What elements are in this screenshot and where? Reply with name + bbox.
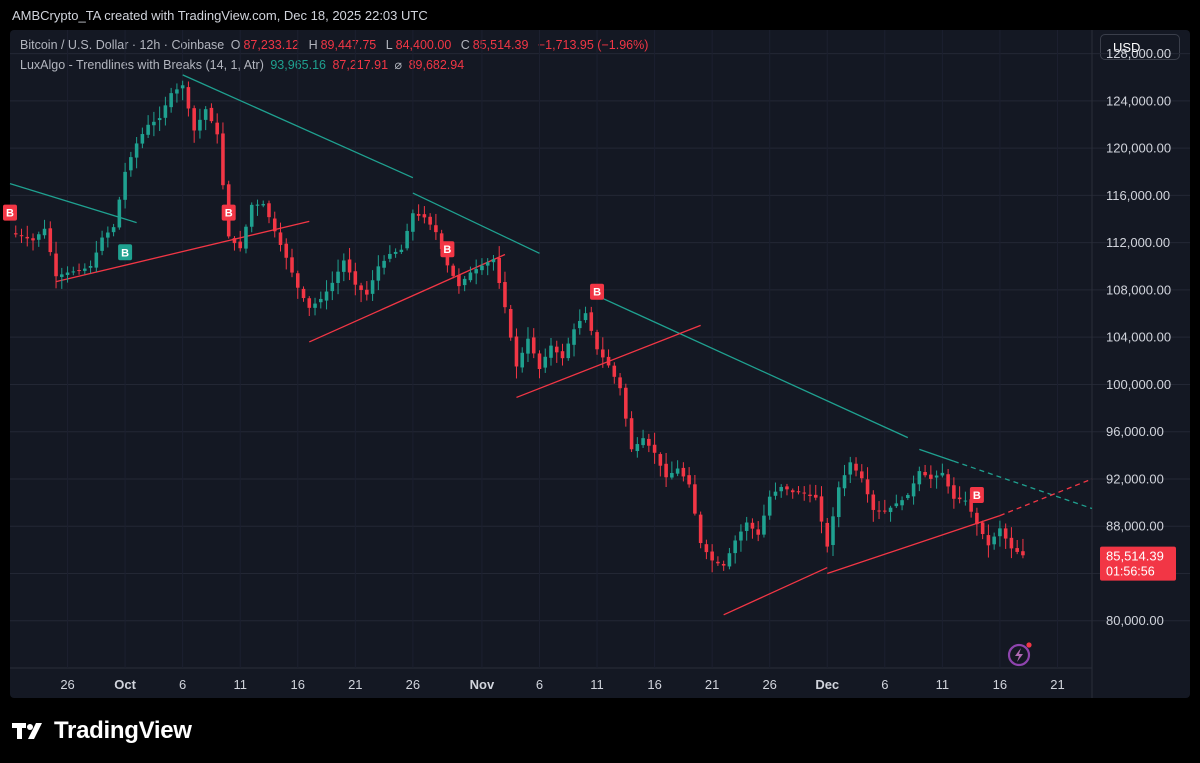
ohlc-low: L 84,400.00	[385, 38, 452, 52]
tradingview-mark-icon	[12, 723, 42, 739]
tradingview-logo[interactable]: TradingView	[12, 716, 192, 746]
price-change: −1,713.95 (−1.96%)	[537, 38, 649, 52]
indicator-name[interactable]: LuxAlgo - Trendlines with Breaks (14, 1,…	[20, 58, 264, 72]
ohlc-high: H 89,447.75	[308, 38, 377, 52]
indicator-legend: LuxAlgo - Trendlines with Breaks (14, 1,…	[20, 57, 467, 72]
currency-button[interactable]: USD	[1100, 34, 1180, 60]
symbol-name[interactable]: Bitcoin / U.S. Dollar · 12h · Coinbase	[20, 38, 225, 52]
tradingview-wordmark: TradingView	[54, 717, 192, 744]
chart-panel[interactable]	[10, 30, 1190, 698]
symbol-legend: Bitcoin / U.S. Dollar · 12h · Coinbase O…	[20, 38, 651, 52]
indicator-value-lower: 87,217.91	[332, 58, 389, 72]
indicator-value-upper: 93,965.16	[270, 58, 326, 72]
indicator-symbol-icon: ⌀	[394, 58, 403, 72]
ohlc-open: O 87,233.12	[230, 38, 300, 52]
ohlc-close: C 85,514.39	[460, 38, 529, 52]
chart-credit: AMBCrypto_TA created with TradingView.co…	[12, 8, 428, 23]
indicator-value-mid: 89,682.94	[408, 58, 465, 72]
